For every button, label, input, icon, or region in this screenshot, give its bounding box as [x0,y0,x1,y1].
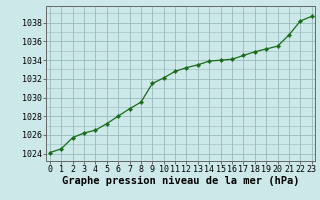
X-axis label: Graphe pression niveau de la mer (hPa): Graphe pression niveau de la mer (hPa) [62,176,300,186]
